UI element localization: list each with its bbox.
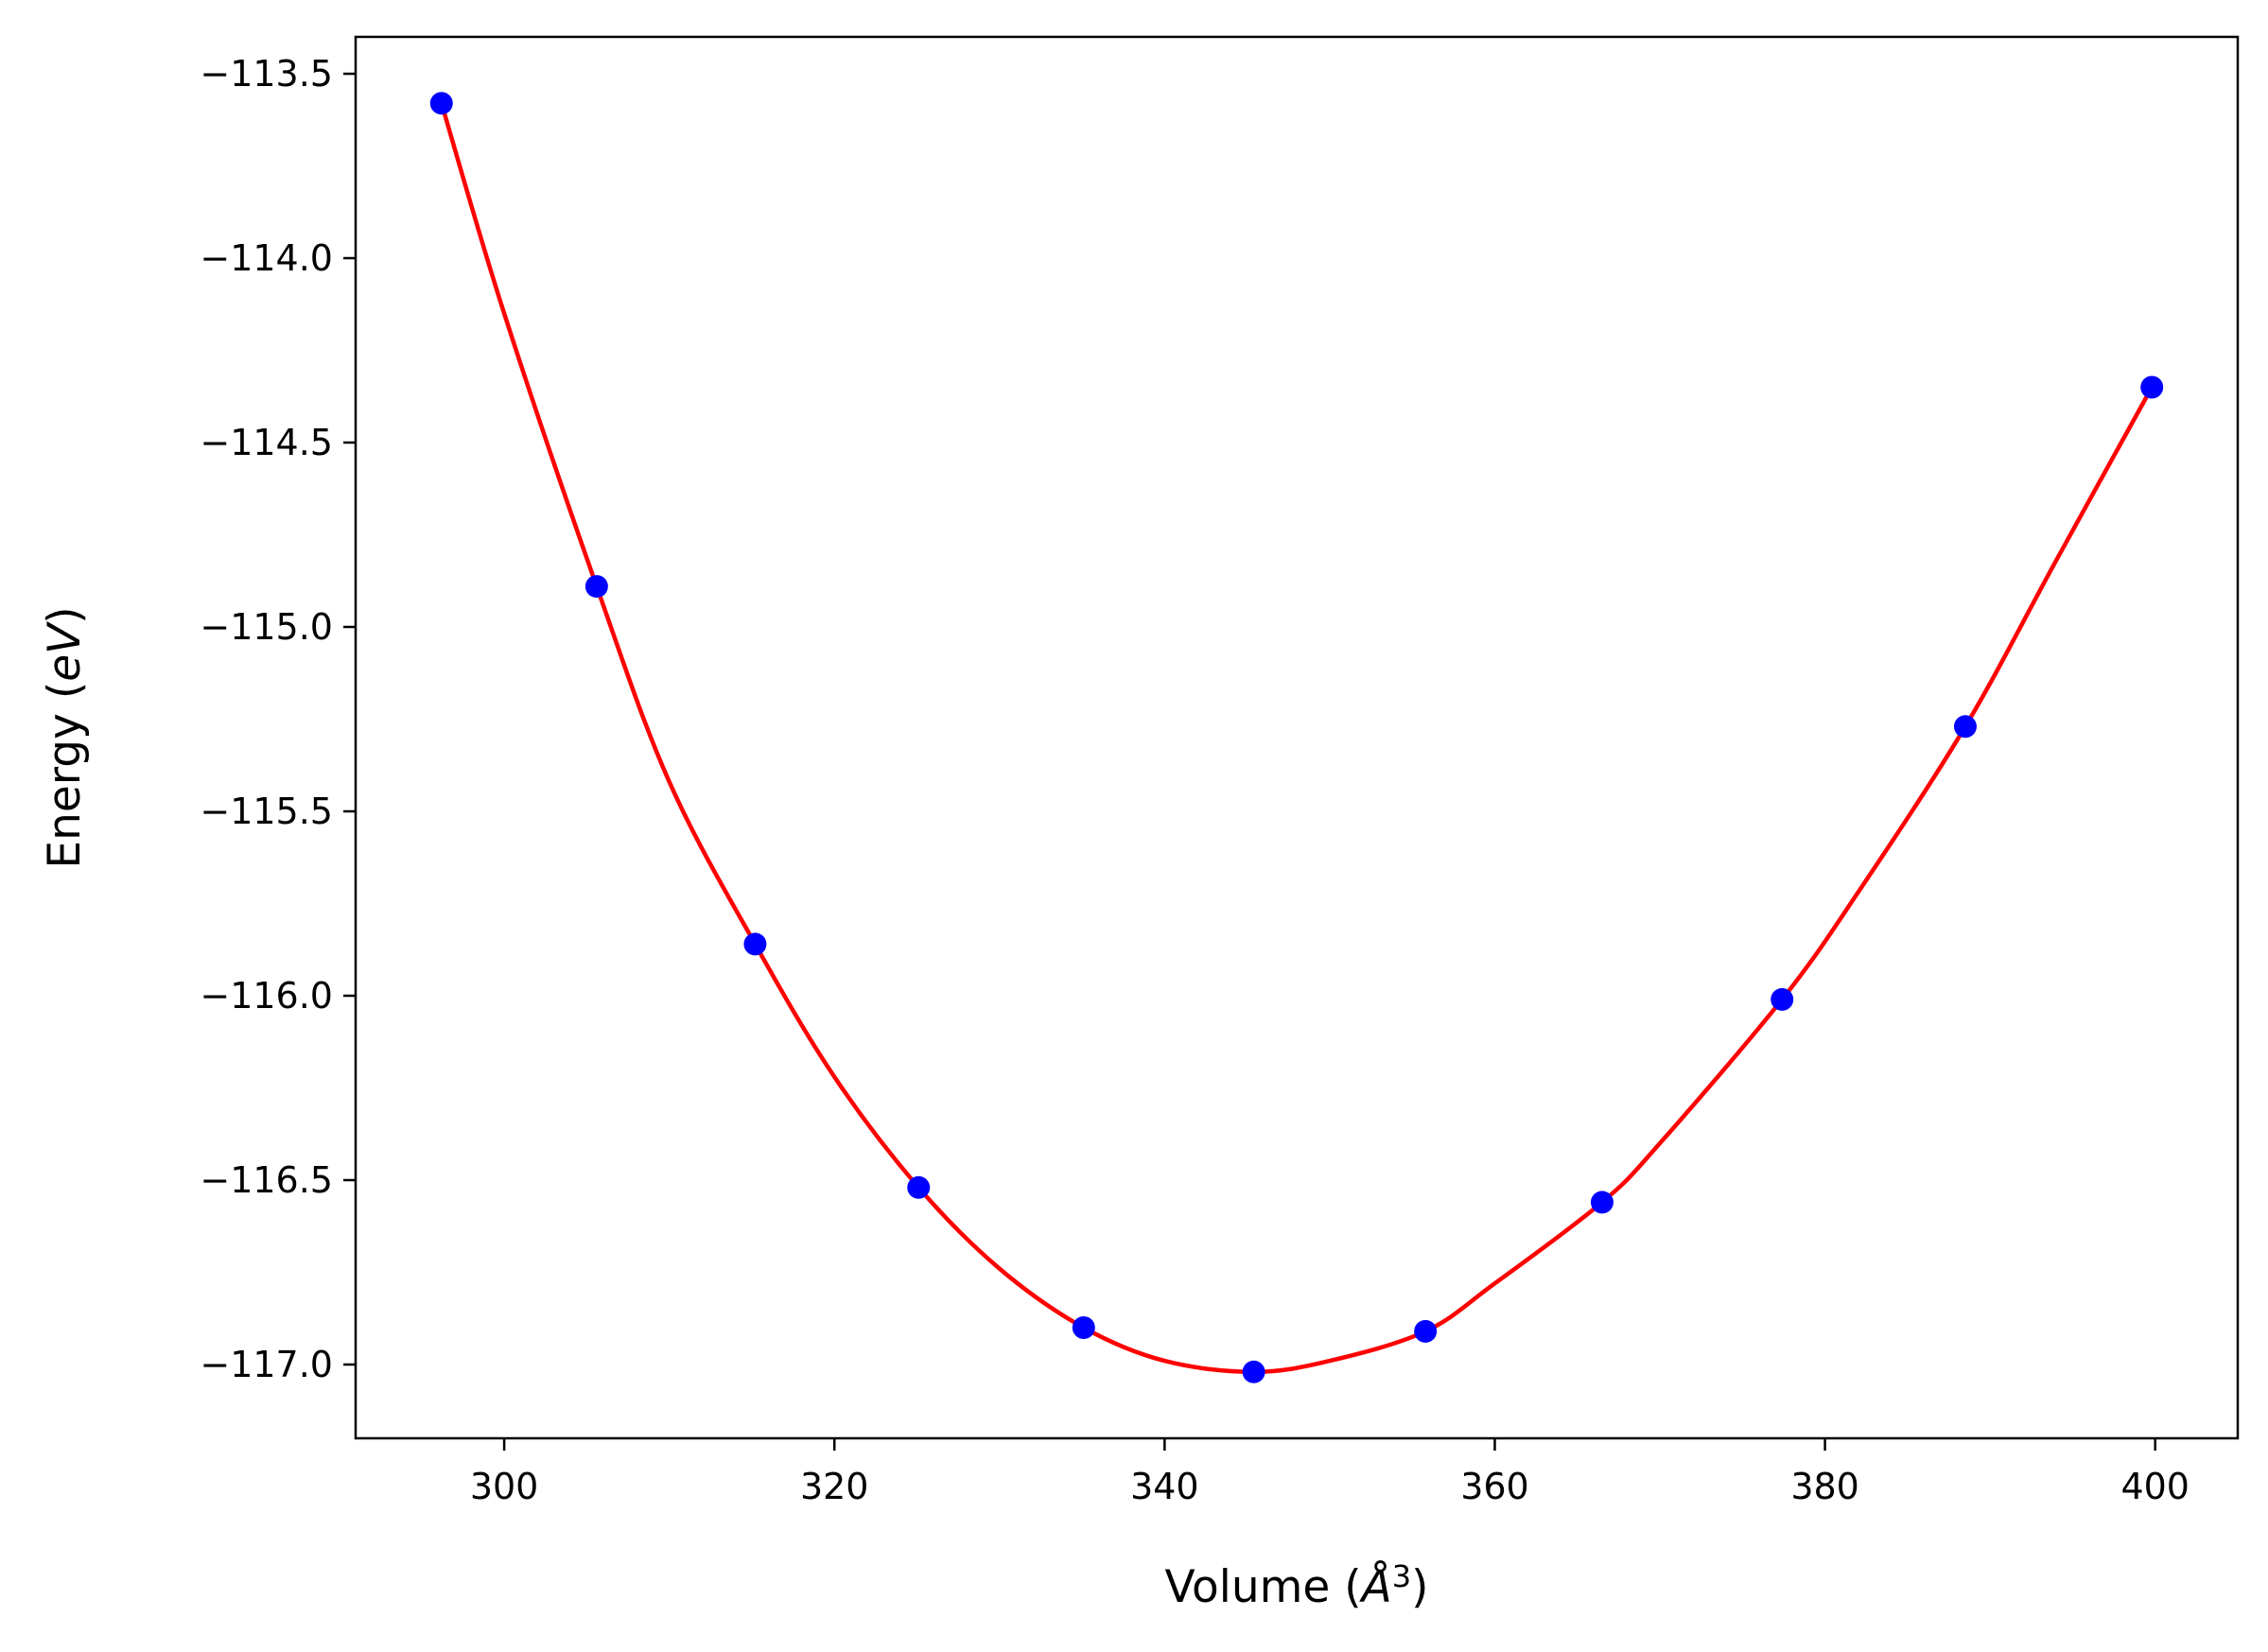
x-axis-label: Volume (Å3) [1165,1558,1429,1613]
y-tick-label: −114.0 [200,237,333,279]
x-tick-label: 360 [1460,1466,1529,1507]
data-point [1414,1319,1438,1343]
x-tick-label: 380 [1790,1466,1859,1507]
x-tick-label: 300 [470,1466,539,1507]
data-point [584,575,608,599]
y-tick-label: −114.5 [200,422,333,463]
x-tick-label: 340 [1130,1466,1199,1507]
plot-area [429,92,2164,1383]
data-point [907,1175,931,1199]
axis-ticks: 300 320 340 360 380 400 −113.5 −114.0 −114.5 −115… [200,53,2189,1507]
axes-frame [354,35,2240,1440]
data-point [429,92,453,115]
data-point [1771,987,1794,1011]
y-tick-label: −116.0 [200,975,333,1017]
data-point [1242,1360,1265,1383]
y-tick-label: −115.5 [200,791,333,832]
fit-curve-line [439,100,2155,1375]
x-tick-label: 320 [800,1466,869,1507]
data-point [1072,1316,1095,1339]
x-tick-label: 400 [2120,1466,2189,1507]
data-point [743,932,767,956]
y-tick-label: −117.0 [200,1344,333,1385]
y-axis-label: Energy (eV) [39,606,91,868]
data-point [2140,375,2164,399]
y-tick-label: −116.5 [200,1159,333,1201]
data-point [1953,715,1977,739]
y-tick-label: −113.5 [200,53,333,95]
data-point [1590,1191,1614,1214]
y-tick-label: −115.0 [200,606,333,648]
